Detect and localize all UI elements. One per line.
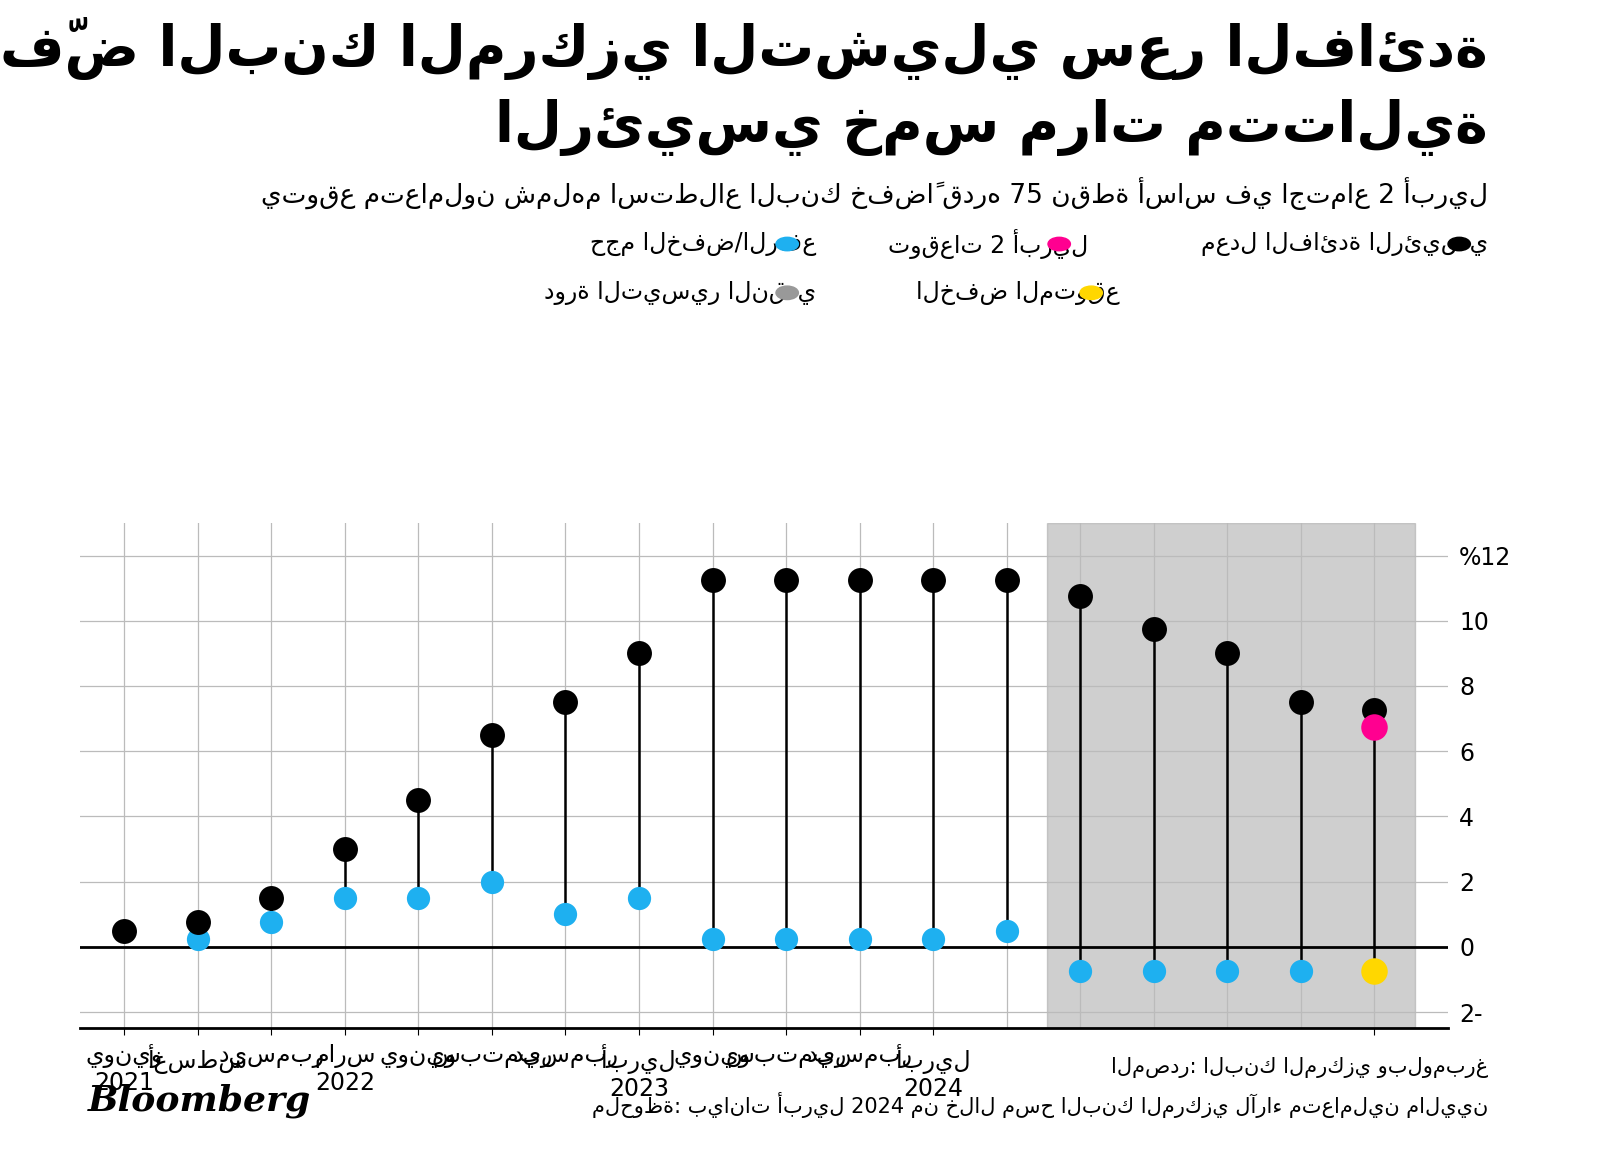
Point [626,889,651,908]
Text: خفّض البنك المركزي التشيلي سعر الفائدة: خفّض البنك المركزي التشيلي سعر الفائدة [0,17,1488,80]
Point [331,889,357,908]
Point [186,913,211,932]
Point [405,791,430,810]
Point [846,571,872,589]
Point [1141,962,1166,981]
Text: الخفض المتوقع: الخفض المتوقع [917,281,1120,304]
Point [478,725,504,744]
Point [773,930,798,948]
Text: Bloomberg: Bloomberg [88,1083,312,1118]
Point [1067,962,1093,981]
Point [626,644,651,662]
Point [1214,644,1240,662]
Point [186,930,211,948]
Bar [1046,523,1414,1028]
Point [773,571,798,589]
Point [920,571,946,589]
Point [259,913,285,932]
Text: توقعات 2 أبريل: توقعات 2 أبريل [888,229,1088,259]
Text: دورة التيسير النقدي: دورة التيسير النقدي [544,281,816,304]
Point [552,693,578,711]
Point [994,571,1019,589]
Point [112,921,138,940]
Point [112,921,138,940]
Point [1362,962,1387,981]
Point [1362,962,1387,981]
Point [259,889,285,908]
Point [552,905,578,924]
Point [699,571,725,589]
Point [1288,962,1314,981]
Point [1067,587,1093,605]
Point [994,921,1019,940]
Point [846,930,872,948]
Text: يتوقع متعاملون شملهم استطلاع البنك خفضاً قدره 75 نقطة أساس في اجتماع 2 أبريل: يتوقع متعاملون شملهم استطلاع البنك خفضاً… [261,177,1488,209]
Point [1141,619,1166,638]
Point [1288,693,1314,711]
Text: ملحوظة: بيانات أبريل 2024 من خلال مسح البنك المركزي لآراء متعاملين ماليين: ملحوظة: بيانات أبريل 2024 من خلال مسح ال… [592,1092,1488,1118]
Text: الرئيسي خمس مرات متتالية: الرئيسي خمس مرات متتالية [494,99,1488,156]
Point [405,889,430,908]
Text: حجم الخفض/الرفع: حجم الخفض/الرفع [590,232,816,256]
Point [331,840,357,859]
Point [699,930,725,948]
Point [920,930,946,948]
Text: معدل الفائدة الرئيسي: معدل الفائدة الرئيسي [1202,232,1488,256]
Point [1362,717,1387,736]
Point [1214,962,1240,981]
Point [1362,701,1387,719]
Point [478,873,504,891]
Text: المصدر: البنك المركزي وبلومبرغ: المصدر: البنك المركزي وبلومبرغ [1110,1057,1488,1078]
